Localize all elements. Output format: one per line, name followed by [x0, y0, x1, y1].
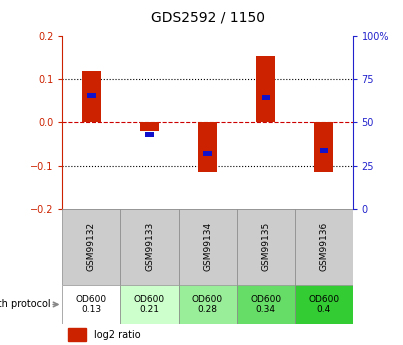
- Text: GSM99133: GSM99133: [145, 222, 154, 271]
- FancyBboxPatch shape: [237, 285, 295, 324]
- Text: growth protocol: growth protocol: [0, 299, 50, 309]
- Text: GSM99135: GSM99135: [261, 222, 270, 271]
- Bar: [314, 122, 333, 172]
- FancyBboxPatch shape: [120, 285, 179, 324]
- FancyBboxPatch shape: [62, 209, 120, 285]
- FancyBboxPatch shape: [179, 285, 237, 324]
- Text: GSM99132: GSM99132: [87, 222, 96, 271]
- Text: OD600
0.34: OD600 0.34: [250, 295, 281, 314]
- FancyBboxPatch shape: [62, 285, 120, 324]
- FancyBboxPatch shape: [237, 209, 295, 285]
- Bar: [68, 328, 86, 341]
- Text: OD600
0.4: OD600 0.4: [308, 295, 339, 314]
- FancyBboxPatch shape: [295, 285, 353, 324]
- Bar: [140, 122, 159, 131]
- Text: log2 ratio: log2 ratio: [94, 330, 141, 340]
- Text: GSM99134: GSM99134: [203, 222, 212, 271]
- Text: OD600
0.21: OD600 0.21: [134, 295, 165, 314]
- Text: OD600
0.28: OD600 0.28: [192, 295, 223, 314]
- Text: GSM99136: GSM99136: [319, 222, 328, 271]
- Bar: [320, 148, 328, 153]
- FancyBboxPatch shape: [295, 209, 353, 285]
- FancyBboxPatch shape: [120, 209, 179, 285]
- Bar: [262, 95, 270, 100]
- Text: GDS2592 / 1150: GDS2592 / 1150: [151, 10, 264, 24]
- Bar: [145, 132, 154, 137]
- Bar: [82, 71, 101, 122]
- Bar: [204, 151, 212, 156]
- Bar: [198, 122, 217, 172]
- Bar: [256, 56, 275, 122]
- Bar: [87, 93, 96, 98]
- FancyBboxPatch shape: [179, 209, 237, 285]
- Text: OD600
0.13: OD600 0.13: [76, 295, 107, 314]
